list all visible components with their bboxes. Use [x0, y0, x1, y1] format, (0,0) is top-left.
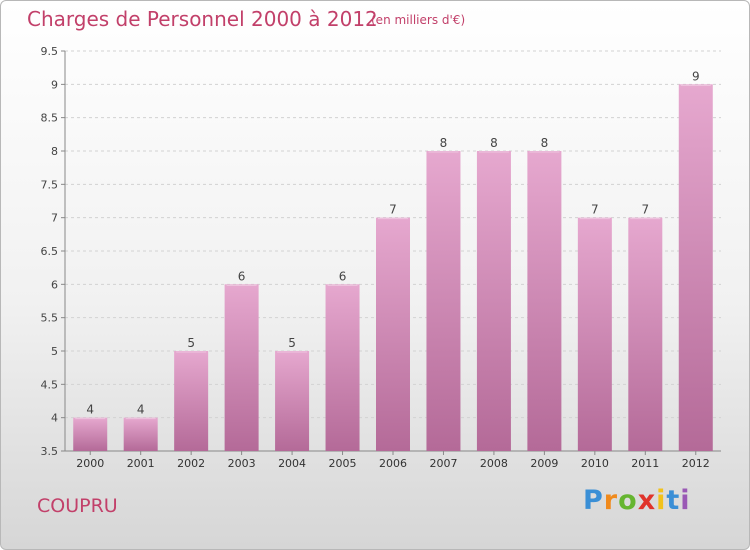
data-label: 4: [137, 403, 145, 417]
x-tick-label: 2005: [329, 457, 357, 470]
data-label: 4: [86, 403, 94, 417]
y-tick-label: 9.5: [41, 45, 59, 58]
data-label: 9: [692, 69, 700, 83]
y-tick-label: 7.5: [41, 178, 59, 191]
x-tick-label: 2003: [228, 457, 256, 470]
bar: [476, 151, 511, 451]
x-tick-label: 2001: [127, 457, 155, 470]
y-tick-label: 3.5: [41, 445, 59, 458]
bar: [527, 151, 562, 451]
x-tick-label: 2006: [379, 457, 407, 470]
x-tick-label: 2002: [177, 457, 205, 470]
y-tick-label: 5: [51, 345, 58, 358]
bars: [73, 84, 713, 451]
y-tick-label: 6.5: [41, 245, 59, 258]
data-label: 6: [339, 269, 347, 283]
y-tick-label: 5.5: [41, 312, 59, 325]
bar: [325, 284, 360, 451]
y-tick-label: 7: [51, 212, 58, 225]
x-tick-label: 2012: [682, 457, 710, 470]
chart-title: Charges de Personnel 2000 à 2012: [27, 7, 378, 31]
y-tick-label: 8: [51, 145, 58, 158]
x-tick-label: 2004: [278, 457, 306, 470]
bar: [628, 217, 663, 451]
x-tick-label: 2008: [480, 457, 508, 470]
bar: [73, 417, 108, 451]
commune-name: COUPRU: [37, 495, 118, 517]
bar: [376, 217, 410, 451]
data-label: 5: [288, 336, 296, 350]
x-tick-label: 2011: [631, 457, 659, 470]
data-label: 6: [238, 269, 246, 283]
x-tick-label: 2000: [76, 457, 104, 470]
data-label: 5: [187, 336, 195, 350]
bar: [678, 84, 713, 451]
data-label: 7: [641, 203, 649, 217]
bar: [224, 284, 259, 451]
chart-subtitle: (en milliers d'€): [371, 13, 466, 27]
x-tick-label: 2007: [429, 457, 457, 470]
y-tick-label: 9: [51, 78, 58, 91]
data-label: 8: [541, 136, 549, 150]
x-tick-label: 2010: [581, 457, 609, 470]
x-tick-label: 2009: [530, 457, 558, 470]
bar: [174, 351, 209, 451]
bar: [426, 151, 461, 451]
y-tick-label: 4: [51, 412, 58, 425]
bar: [577, 217, 612, 451]
y-tick-label: 4.5: [41, 378, 59, 391]
data-label: 8: [490, 136, 498, 150]
data-labels: 4 4 5 6 5 6 7 8 8 8 7 7 9: [86, 69, 699, 416]
proxiti-logo[interactable]: Proxiti: [583, 485, 691, 516]
data-label: 8: [440, 136, 448, 150]
bar: [275, 351, 310, 451]
y-tick-label: 8.5: [41, 112, 59, 125]
data-label: 7: [389, 203, 397, 217]
y-tick-label: 6: [51, 278, 58, 291]
bar: [123, 417, 158, 451]
data-label: 7: [591, 203, 599, 217]
